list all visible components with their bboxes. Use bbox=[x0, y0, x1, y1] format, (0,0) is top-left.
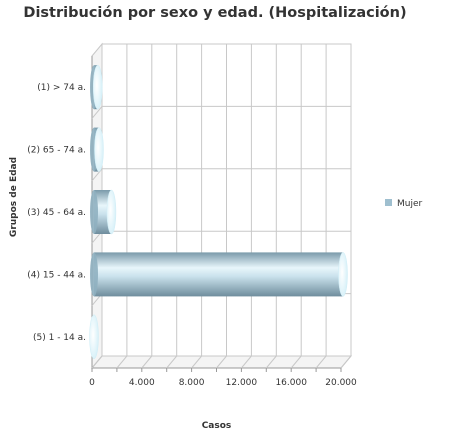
x-tick-label: 8.000 bbox=[179, 378, 205, 388]
gridline-x-floor bbox=[191, 355, 202, 369]
x-tick-label: 20.000 bbox=[325, 378, 357, 388]
chart-title: Distribución por sexo y edad. (Hospitali… bbox=[23, 5, 407, 21]
bar-cap bbox=[89, 314, 99, 360]
x-axis-title: Casos bbox=[202, 421, 232, 431]
gridline-x-floor bbox=[340, 355, 352, 369]
bar-cap bbox=[338, 252, 348, 297]
bar-cap bbox=[94, 127, 104, 172]
x-tick-label: 12.000 bbox=[226, 378, 258, 388]
bar-cap bbox=[106, 189, 117, 235]
gridline-x-floor bbox=[216, 355, 227, 369]
gridline-x-floor bbox=[141, 355, 153, 369]
gridline-x-floor bbox=[91, 355, 103, 369]
bar-base bbox=[90, 252, 98, 297]
gridline-x-floor bbox=[265, 355, 277, 369]
x-tick-label: 0 bbox=[89, 378, 95, 388]
gridline-x-floor bbox=[116, 355, 128, 369]
y-tick-label: (4) 15 - 44 a. bbox=[27, 270, 86, 280]
y-tick-label: (1) > 74 a. bbox=[37, 83, 86, 93]
legend-swatch bbox=[385, 199, 392, 206]
x-tick-label: 16.000 bbox=[275, 378, 307, 388]
bar-base bbox=[90, 190, 98, 234]
y-tick-label: (2) 65 - 74 a. bbox=[27, 146, 86, 156]
gridline-x-floor bbox=[315, 355, 327, 369]
y-axis-title: Grupos de Edad bbox=[9, 157, 19, 237]
y-tick-label: (3) 45 - 64 a. bbox=[27, 208, 86, 218]
gridline-x-floor bbox=[166, 355, 178, 369]
bar[interactable] bbox=[94, 252, 343, 297]
legend-item-mujer[interactable]: Mujer bbox=[397, 199, 423, 209]
bar-cap bbox=[92, 64, 103, 110]
x-tick-label: 4.000 bbox=[129, 378, 155, 388]
bar[interactable] bbox=[94, 190, 112, 234]
gridline-y-wall bbox=[91, 106, 103, 119]
gridline-x-floor bbox=[290, 355, 302, 369]
y-tick-label: (5) 1 - 14 a. bbox=[33, 333, 86, 343]
gridline-x-floor bbox=[241, 355, 252, 369]
